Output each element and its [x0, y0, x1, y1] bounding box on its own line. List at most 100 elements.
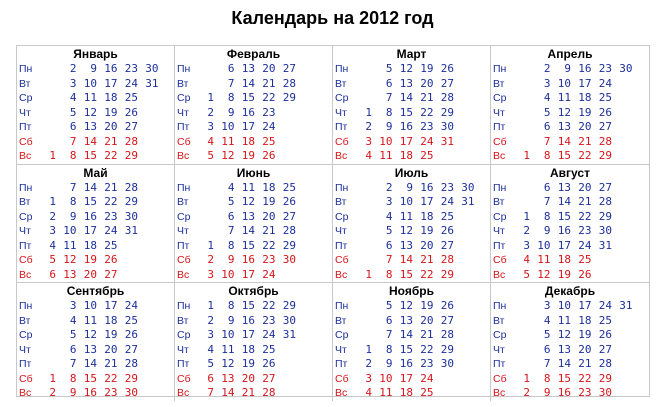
day-cell: 5 [385, 62, 393, 75]
weekday-row: Пт 7 14 21 28 [493, 357, 649, 372]
day-cell: 25 [598, 313, 612, 327]
weekday-label: Вс [335, 150, 348, 162]
day-cell: 13 [557, 342, 571, 356]
day-cell: 14 [83, 180, 97, 194]
day-cell: 24 [262, 120, 276, 133]
day-cell: 18 [420, 209, 434, 223]
weekday-row: Сб 4 11 18 25 [177, 135, 332, 150]
weekday-label: Чт [335, 106, 347, 119]
weekday-row: Вт 7 14 21 28 [493, 195, 649, 210]
day-cell: 1 [523, 149, 530, 162]
weekday-label: Вт [335, 77, 347, 90]
weekday-label: Чт [19, 106, 31, 119]
day-cell: 12 [537, 267, 551, 281]
day-cell: 6 [227, 209, 235, 223]
day-cell: 8 [227, 238, 235, 252]
day-cell: 17 [241, 120, 255, 133]
day-cell: 25 [124, 91, 138, 104]
day-cell: 17 [557, 238, 571, 252]
day-cell: 16 [557, 386, 571, 399]
day-cell: 2 [207, 253, 214, 266]
day-cell: 9 [564, 62, 571, 75]
month-name: Июль [394, 165, 429, 180]
day-cell: 24 [578, 238, 592, 252]
day-cell: 15 [241, 91, 255, 104]
day-cell: 31 [124, 224, 138, 237]
weekday-label: Вс [177, 268, 190, 281]
weekday-row: Ср 3 10 17 24 31 [177, 328, 332, 343]
day-cell: 4 [543, 313, 551, 327]
day-cell: 25 [440, 209, 454, 223]
weekday-row: Чт 2 9 16 23 30 [493, 224, 649, 239]
weekday-label: Ср [177, 329, 191, 341]
day-cell: 16 [399, 357, 413, 370]
day-cell: 11 [379, 149, 393, 162]
month-name: Август [550, 165, 590, 180]
weekday-row: Пн 5 12 19 26 [335, 299, 490, 314]
day-cell: 30 [124, 209, 138, 223]
weekday-row: Вт 3 10 17 24 31 [19, 77, 174, 92]
day-cell: 16 [241, 313, 255, 327]
day-cell: 6 [543, 120, 551, 133]
day-cell: 8 [227, 91, 235, 104]
day-cell: 20 [262, 209, 276, 223]
weekday-row: Сб 5 12 19 26 [19, 253, 174, 268]
weekday-label: Пт [19, 358, 32, 370]
day-cell: 3 [543, 299, 551, 312]
day-cell: 17 [399, 134, 413, 148]
weekday-row: Вс 2 9 16 23 30 [493, 386, 649, 401]
day-cell: 25 [420, 386, 434, 399]
day-cell: 7 [227, 76, 235, 90]
weekday-row: Вс 4 11 18 25 [335, 386, 490, 401]
weekday-row: Вт 1 8 15 22 29 [19, 195, 174, 210]
day-cell: 29 [282, 299, 296, 312]
weekday-label: Сб [19, 372, 33, 385]
month-block: Январь Пн 2 9 16 23 30 Вт 3 10 17 24 31 Ср 4 11 18 25 Чт 5 1… [17, 46, 175, 165]
day-cell: 10 [221, 120, 235, 133]
day-cell: 10 [379, 371, 393, 385]
day-cell: 26 [282, 195, 296, 208]
day-cell: 7 [543, 134, 551, 148]
day-cell: 19 [262, 195, 276, 208]
weekday-label: Сб [335, 372, 349, 385]
day-cell: 15 [83, 149, 97, 162]
day-cell: 21 [578, 195, 592, 208]
weekday-row: Пн 5 12 19 26 [335, 62, 490, 77]
day-cell: 16 [241, 253, 255, 266]
day-cell: 15 [241, 299, 255, 312]
day-cell: 5 [543, 328, 551, 341]
day-cell: 20 [578, 342, 592, 356]
day-cell: 19 [420, 62, 434, 75]
day-cell: 31 [145, 76, 159, 90]
day-cell: 17 [83, 224, 97, 237]
day-cell: 8 [69, 371, 77, 385]
day-cell: 1 [365, 342, 372, 356]
day-cell: 5 [227, 195, 235, 208]
weekday-label: Ср [177, 92, 191, 104]
day-cell: 12 [221, 149, 235, 162]
day-cell: 22 [104, 149, 118, 162]
weekday-label: Чт [19, 225, 31, 237]
day-cell: 8 [543, 209, 551, 223]
day-cell: 20 [420, 76, 434, 90]
day-cell: 22 [420, 105, 434, 119]
day-cell: 30 [440, 120, 454, 133]
day-cell: 12 [241, 195, 255, 208]
day-cell: 18 [104, 313, 118, 327]
day-cell: 20 [262, 62, 276, 75]
weekday-row: Пн 1 8 15 22 29 [177, 299, 332, 314]
weekday-label: Пт [493, 358, 506, 370]
day-cell: 23 [598, 62, 612, 75]
day-cell: 30 [598, 386, 612, 399]
weekday-row: Вс 7 14 21 28 [177, 386, 332, 401]
day-cell: 18 [241, 134, 255, 148]
day-cell: 11 [221, 342, 235, 356]
month-name: Апрель [547, 47, 593, 61]
day-cell: 4 [69, 91, 77, 104]
day-cell: 24 [124, 76, 138, 90]
day-cell: 26 [124, 105, 138, 119]
day-cell: 27 [262, 371, 276, 385]
weekday-label: Сб [493, 372, 507, 385]
weekday-label: Ср [19, 329, 33, 341]
day-cell: 5 [69, 105, 77, 119]
